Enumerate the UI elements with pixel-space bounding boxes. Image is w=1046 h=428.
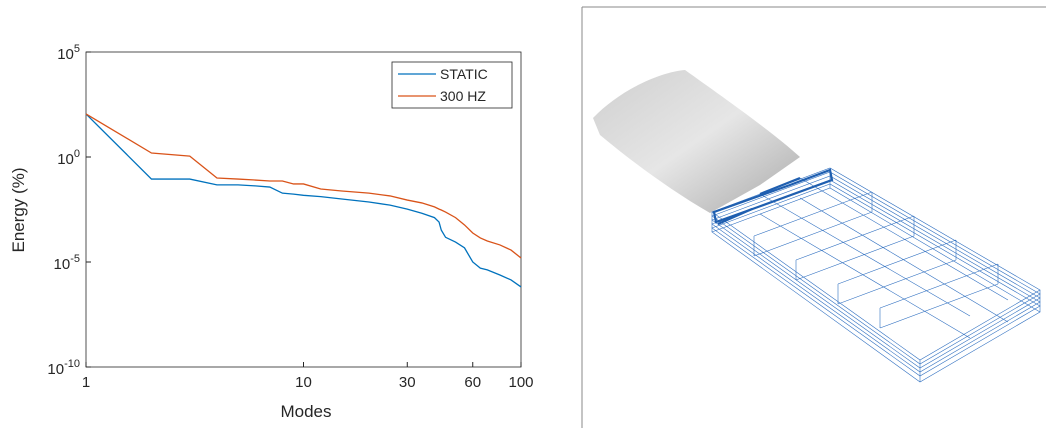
render-panel — [581, 6, 1046, 428]
x-tick-label: 1 — [82, 374, 90, 391]
mesh — [711, 167, 1041, 383]
x-tick-label: 60 — [464, 374, 481, 391]
x-tick-label: 100 — [508, 374, 533, 391]
series-line — [85, 113, 522, 288]
legend-label: STATIC — [440, 66, 488, 82]
legend-box — [391, 61, 513, 109]
y-tick-label: 10-10 — [47, 358, 80, 378]
series-line — [85, 113, 522, 259]
airfoil — [593, 70, 800, 213]
y-tick-label: 100 — [57, 148, 80, 168]
x-tick-label: 10 — [295, 374, 312, 391]
y-tick-label: 10-5 — [54, 253, 80, 273]
legend-label: 300 HZ — [440, 88, 486, 104]
y-tick-label: 105 — [57, 43, 80, 63]
y-axis-label: Energy (%) — [9, 167, 28, 252]
x-tick-label: 30 — [399, 374, 416, 391]
mesh-highlight — [712, 168, 834, 226]
x-axis-label: Modes — [280, 402, 331, 421]
